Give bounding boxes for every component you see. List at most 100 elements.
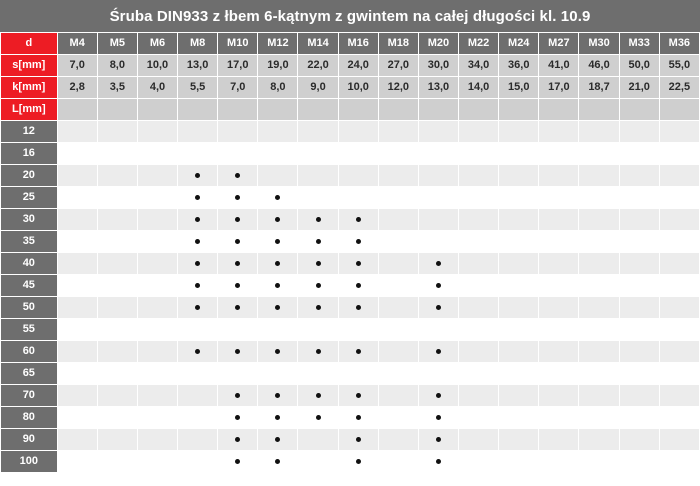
availability-empty — [275, 371, 280, 376]
availability-empty — [356, 371, 361, 376]
availability-cell-M6-20 — [137, 165, 178, 186]
availability-empty — [195, 415, 200, 420]
availability-cell-M18-30 — [378, 209, 418, 230]
availability-cell-M16-35 — [338, 231, 378, 252]
availability-dot-icon — [355, 216, 361, 222]
availability-cell-M27-45 — [539, 275, 579, 296]
availability-cell-M33-60 — [619, 341, 659, 362]
length-label-65: 65 — [1, 363, 57, 384]
row-label-d: d — [1, 33, 57, 54]
availability-empty — [556, 393, 561, 398]
availability-empty — [637, 371, 642, 376]
availability-cell-M5-65 — [97, 363, 137, 384]
availability-empty — [677, 459, 682, 464]
availability-empty — [155, 283, 160, 288]
availability-empty — [75, 437, 80, 442]
availability-empty — [396, 129, 401, 134]
table-row: 55 — [1, 319, 699, 340]
availability-dot-icon — [275, 436, 281, 442]
column-header-M22: M22 — [459, 33, 499, 54]
availability-cell-M30-55 — [579, 319, 619, 340]
availability-cell-M20-100 — [418, 451, 459, 472]
availability-cell-M22-70 — [459, 385, 499, 406]
availability-empty — [677, 129, 682, 134]
column-header-M14: M14 — [298, 33, 338, 54]
availability-cell-M18-12 — [378, 121, 418, 142]
s-value-M30: 46,0 — [579, 55, 619, 76]
availability-dot-icon — [355, 238, 361, 244]
availability-cell-M12-45 — [258, 275, 298, 296]
availability-empty — [75, 283, 80, 288]
availability-empty — [275, 151, 280, 156]
availability-empty — [516, 459, 521, 464]
availability-cell-M27-90 — [539, 429, 579, 450]
availability-empty — [677, 151, 682, 156]
availability-cell-M4-70 — [57, 385, 97, 406]
availability-cell-M24-60 — [499, 341, 539, 362]
column-header-M18: M18 — [378, 33, 418, 54]
availability-cell-M16-16 — [338, 143, 378, 164]
availability-cell-M14-45 — [298, 275, 338, 296]
s-value-M36: 55,0 — [659, 55, 699, 76]
availability-cell-M12-35 — [258, 231, 298, 252]
availability-cell-M33-50 — [619, 297, 659, 318]
availability-cell-M16-80 — [338, 407, 378, 428]
availability-empty — [115, 349, 120, 354]
availability-cell-M4-60 — [57, 341, 97, 362]
availability-cell-M6-90 — [137, 429, 178, 450]
k-value-M22: 14,0 — [459, 77, 499, 98]
availability-cell-M8-20 — [178, 165, 218, 186]
availability-empty — [597, 437, 602, 442]
availability-cell-M22-100 — [459, 451, 499, 472]
availability-cell-M5-50 — [97, 297, 137, 318]
availability-empty — [75, 173, 80, 178]
availability-empty — [556, 327, 561, 332]
availability-empty — [396, 283, 401, 288]
availability-cell-M33-12 — [619, 121, 659, 142]
availability-empty — [155, 217, 160, 222]
availability-dot-icon — [275, 260, 281, 266]
availability-empty — [637, 305, 642, 310]
availability-dot-icon — [275, 282, 281, 288]
availability-cell-M33-35 — [619, 231, 659, 252]
availability-dot-icon — [315, 238, 321, 244]
availability-empty — [476, 195, 481, 200]
availability-empty — [637, 129, 642, 134]
availability-cell-M6-40 — [137, 253, 178, 274]
availability-cell-M4-40 — [57, 253, 97, 274]
availability-cell-M22-45 — [459, 275, 499, 296]
availability-empty — [476, 459, 481, 464]
availability-empty — [476, 261, 481, 266]
availability-cell-M6-80 — [137, 407, 178, 428]
availability-empty — [235, 371, 240, 376]
availability-dot-icon — [355, 436, 361, 442]
availability-cell-M33-30 — [619, 209, 659, 230]
s-value-M18: 27,0 — [378, 55, 418, 76]
availability-cell-M5-35 — [97, 231, 137, 252]
k-value-M16: 10,0 — [338, 77, 378, 98]
availability-empty — [637, 195, 642, 200]
availability-empty — [436, 173, 441, 178]
availability-dot-icon — [235, 392, 241, 398]
availability-empty — [516, 437, 521, 442]
availability-cell-M27-60 — [539, 341, 579, 362]
availability-cell-M30-35 — [579, 231, 619, 252]
availability-cell-M14-60 — [298, 341, 338, 362]
availability-empty — [396, 217, 401, 222]
availability-dot-icon — [435, 414, 441, 420]
availability-empty — [677, 283, 682, 288]
length-label-70: 70 — [1, 385, 57, 406]
l-header-spacer-M12 — [258, 99, 298, 120]
availability-empty — [396, 371, 401, 376]
availability-dot-icon — [435, 348, 441, 354]
availability-empty — [75, 305, 80, 310]
availability-cell-M16-60 — [338, 341, 378, 362]
table-row: 45 — [1, 275, 699, 296]
availability-empty — [115, 393, 120, 398]
availability-empty — [516, 305, 521, 310]
availability-cell-M18-90 — [378, 429, 418, 450]
availability-empty — [556, 371, 561, 376]
availability-empty — [155, 349, 160, 354]
availability-cell-M18-65 — [378, 363, 418, 384]
availability-cell-M5-90 — [97, 429, 137, 450]
